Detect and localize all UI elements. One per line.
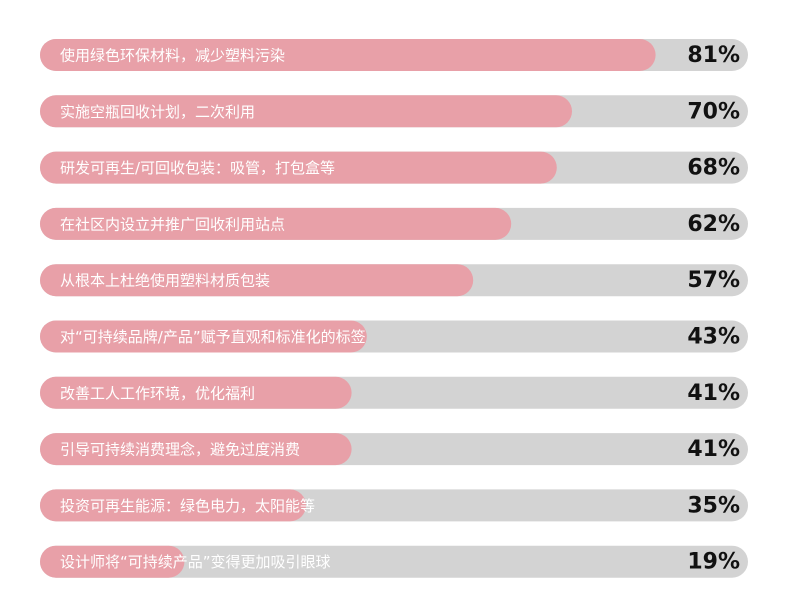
value-label: 81% <box>687 43 740 68</box>
category-label: 在社区内设立并推广回收利用站点 <box>60 215 285 233</box>
bar <box>40 151 557 184</box>
value-label: 57% <box>687 268 740 293</box>
bar <box>40 376 352 409</box>
bar <box>40 264 474 297</box>
category-label: 引导可持续消费理念，避免过度消费 <box>60 441 300 459</box>
category-label: 改善工人工作环境，优化福利 <box>60 384 255 402</box>
bar <box>40 95 572 128</box>
value-label: 41% <box>687 381 740 406</box>
bar-track <box>40 545 748 578</box>
category-label: 实施空瓶回收计划，二次利用 <box>60 103 255 121</box>
category-label: 从根本上杜绝使用塑料材质包装 <box>60 272 270 290</box>
bar <box>40 207 512 240</box>
value-label: 43% <box>687 325 740 350</box>
value-label: 70% <box>687 99 740 124</box>
bar <box>40 545 185 578</box>
category-label: 投资可再生能源：绿色电力，太阳能等 <box>60 497 315 515</box>
category-label: 研发可再生/可回收包装：吸管，打包盒等 <box>60 159 335 177</box>
category-label: 对“可持续品牌/产品”赋予直观和标准化的标签 <box>60 328 366 346</box>
category-label: 使用绿色环保材料，减少塑料污染 <box>60 47 285 65</box>
value-label: 35% <box>687 493 740 518</box>
bar <box>40 489 306 522</box>
value-label: 41% <box>687 437 740 462</box>
bar <box>40 320 367 353</box>
value-label: 19% <box>687 550 740 575</box>
category-label: 设计师将“可持续产品”变得更加吸引眼球 <box>60 553 331 571</box>
value-label: 62% <box>687 212 740 237</box>
value-label: 68% <box>687 156 740 181</box>
bar <box>40 39 656 71</box>
bar <box>40 433 352 466</box>
